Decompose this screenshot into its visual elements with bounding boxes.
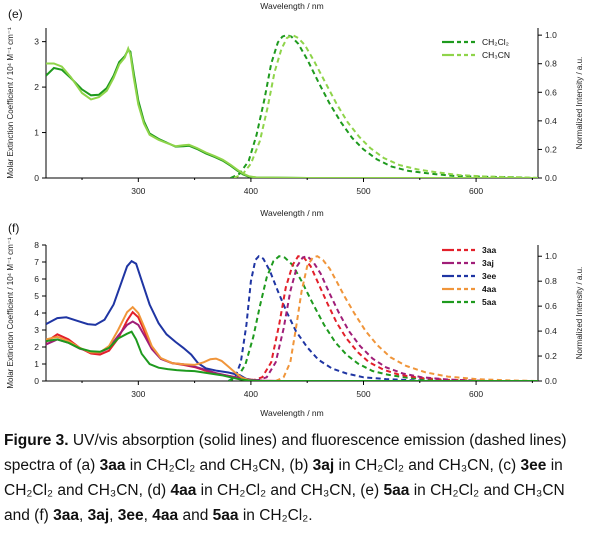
emission-line-5aa (228, 255, 538, 381)
y2-tick-label: 0.4 (545, 326, 557, 336)
caption-compound: 4aa (170, 482, 197, 499)
y2-tick-label: 0.8 (545, 276, 557, 286)
y2-tick-label: 0.6 (545, 301, 557, 311)
x-axis-label: Wavelength / nm (260, 408, 323, 418)
x-tick-label: 300 (131, 186, 145, 196)
legend-item: CH₂Cl₂ (442, 37, 509, 47)
y2-tick-label: 0.2 (545, 144, 557, 154)
caption-text: in CH₂Cl₂ and CH₃CN, (c) (334, 457, 521, 474)
y2-tick-label: 0.6 (545, 87, 557, 97)
emission-line-3aa (250, 255, 538, 381)
emission-line-4aa (275, 255, 538, 381)
legend-item: CH₃CN (442, 50, 510, 60)
legend-label: 5aa (482, 297, 496, 307)
caption-compound: 3aj (312, 457, 335, 474)
x-tick-label: 300 (131, 389, 145, 399)
caption-text: in CH₂Cl₂ and CH₃CN, (d) (4, 457, 563, 499)
absorption-line-4aa (46, 305, 538, 381)
y-axis-label: Molar Extinction Coefficient / 10⁴ M⁻¹ c… (6, 237, 15, 389)
y2-axis-label: Normalized Intensity / a.u. (575, 57, 584, 149)
panel-label: (e) (8, 7, 23, 21)
panel-label: (f) (8, 221, 19, 235)
legend-label: 3ee (482, 271, 496, 281)
spectra-figure: (e) 300 400 500 600 0 1 2 3 0.0 0.2 0.4 0.6 0.8 1.0 Wav… (6, 1, 584, 418)
y-tick-label: 5 (34, 291, 39, 301)
caption-compound: 3aj (87, 507, 110, 524)
caption-compound: 4aa (152, 507, 179, 524)
caption-text: , (78, 507, 88, 524)
legend-item: 4aa (442, 284, 496, 294)
y-tick-label: 1 (34, 128, 39, 138)
y-tick-label: 0 (34, 173, 39, 183)
caption-figure-label: Figure 3. (4, 432, 69, 449)
legend-label: CH₂Cl₂ (482, 37, 509, 47)
y2-tick-label: 1.0 (545, 30, 557, 40)
chart-panel-0: (e) 300 400 500 600 0 1 2 3 0.0 0.2 0.4 0.6 0.8 1.0 Wav… (6, 1, 584, 218)
absorption-line-CH₂Cl₂ (46, 48, 538, 178)
caption-text: in CH₂Cl₂ and CH₃CN, (e) (196, 482, 384, 499)
y2-tick-label: 0.0 (545, 376, 557, 386)
x-tick-label: 600 (469, 389, 483, 399)
x-tick-label: 500 (356, 389, 370, 399)
y2-tick-label: 0.2 (545, 351, 557, 361)
x-tick-label: 500 (356, 186, 370, 196)
x-tick-label: 400 (244, 186, 258, 196)
y-tick-label: 3 (34, 325, 39, 335)
y-tick-label: 1 (34, 359, 39, 369)
caption-text: in CH₂Cl₂. (238, 507, 313, 524)
legend-item: 3ee (442, 271, 496, 281)
y-tick-label: 3 (34, 37, 39, 47)
y-tick-label: 0 (34, 376, 39, 386)
caption-text: , (109, 507, 118, 524)
caption-compound: 3aa (99, 457, 126, 474)
chart-panel-1: (f) 300 400 500 600 0 1 2 3 4 5 6 7 8 0.0 0.2 0.4 0.6 0.8 1… (6, 221, 584, 418)
caption-compound: 3ee (117, 507, 144, 524)
y-tick-label: 7 (34, 257, 39, 267)
y-tick-label: 2 (34, 342, 39, 352)
caption-text: in CH₂Cl₂ and CH₃CN and (f) (4, 482, 565, 524)
caption-compound: 5aa (212, 507, 239, 524)
legend-label: 4aa (482, 284, 496, 294)
absorption-line-CH₃CN (46, 45, 538, 178)
caption-text: , (143, 507, 153, 524)
caption-body: UV/vis absorption (solid lines) and fluo… (4, 432, 567, 524)
top-axis-label: Wavelength / nm (260, 1, 323, 11)
caption-compound: 5aa (383, 482, 410, 499)
figure-caption: Figure 3. UV/vis absorption (solid lines… (4, 428, 588, 528)
legend-item: 3aa (442, 245, 496, 255)
legend-label: 3aa (482, 245, 496, 255)
y2-axis-label: Normalized Intensity / a.u. (575, 267, 584, 359)
emission-line-CH₂Cl₂ (230, 34, 538, 178)
y-tick-label: 2 (34, 82, 39, 92)
emission-line-3aj (255, 255, 538, 381)
y-axis-label: Molar Extinction Coefficient / 10⁴ M⁻¹ c… (6, 27, 15, 179)
y-tick-label: 6 (34, 274, 39, 284)
legend-item: 5aa (442, 297, 496, 307)
y2-tick-label: 0.8 (545, 59, 557, 69)
x-axis-label: Wavelength / nm (260, 208, 323, 218)
y-tick-label: 8 (34, 240, 39, 250)
y2-tick-label: 0.0 (545, 173, 557, 183)
caption-text: in CH₂Cl₂ and CH₃CN, (b) (125, 457, 313, 474)
legend-item: 3aj (442, 258, 494, 268)
y2-tick-label: 0.4 (545, 116, 557, 126)
caption-text: and (178, 507, 213, 524)
caption-text: UV/vis absorption (solid lines) and fluo… (4, 432, 567, 474)
legend-label: 3aj (482, 258, 494, 268)
y-tick-label: 4 (34, 308, 39, 318)
caption-compound: 3aa (53, 507, 79, 524)
x-tick-label: 600 (469, 186, 483, 196)
y2-tick-label: 1.0 (545, 251, 557, 261)
absorption-line-3ee (46, 259, 538, 381)
legend-label: CH₃CN (482, 50, 510, 60)
caption-compound: 3ee (520, 457, 547, 474)
x-tick-label: 400 (244, 389, 258, 399)
absorption-line-5aa (46, 330, 538, 381)
